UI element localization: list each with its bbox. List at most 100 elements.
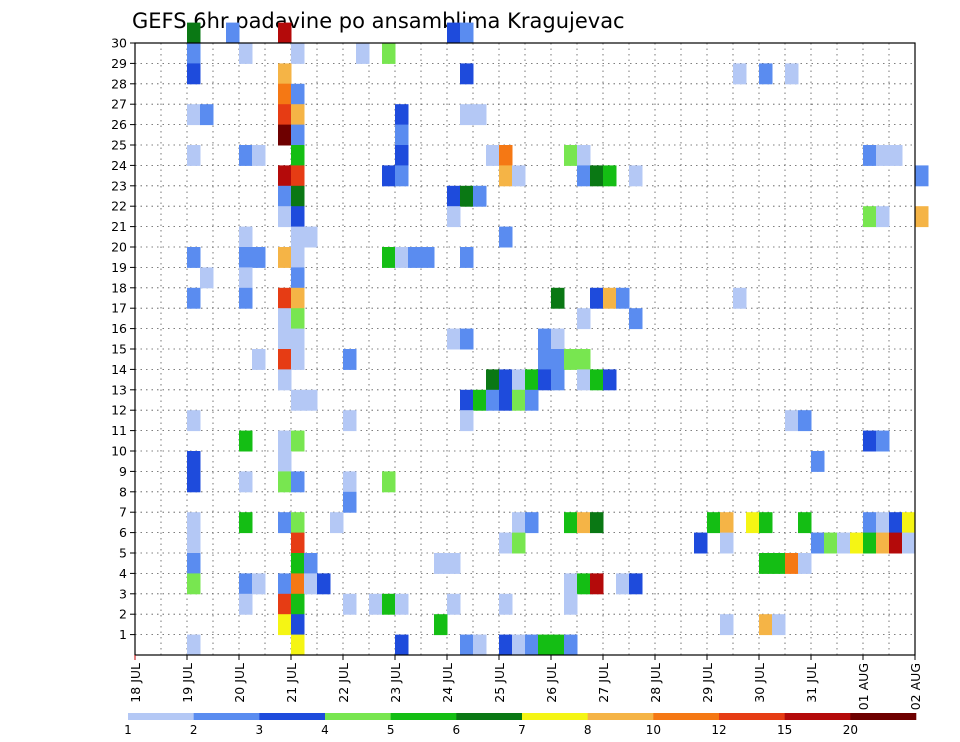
y-tick-label: 28 [111, 76, 127, 91]
y-tick-label: 2 [119, 607, 127, 622]
data-cell [278, 328, 292, 350]
data-cell [863, 206, 877, 228]
data-cell [876, 430, 890, 452]
y-tick-label: 25 [111, 138, 127, 153]
data-cell [499, 634, 513, 656]
data-cell [447, 328, 461, 350]
data-cell [278, 512, 292, 534]
y-tick-label: 13 [111, 382, 127, 397]
data-cell [486, 145, 500, 166]
y-tick-label: 18 [111, 280, 127, 295]
data-cell [551, 287, 565, 309]
data-cell [538, 369, 552, 391]
data-cell [291, 247, 305, 268]
legend-label: 15 [777, 723, 792, 737]
legend-label: 3 [256, 723, 264, 737]
data-cell [759, 614, 773, 636]
data-cell [291, 267, 305, 289]
data-cell [200, 104, 214, 126]
data-cell [330, 512, 344, 534]
data-cell [291, 287, 305, 309]
color-legend: 1 2 3 4 5 6 7 8 10 12 15 20 [124, 713, 917, 737]
data-cell [304, 573, 318, 595]
data-cell [720, 614, 734, 636]
data-cell [187, 43, 201, 64]
data-cell [499, 145, 513, 166]
data-cell [239, 43, 253, 64]
x-tick-label: 02 AUG [908, 663, 923, 710]
data-cell [278, 22, 292, 44]
data-cell [395, 165, 409, 187]
y-tick-label: 23 [111, 178, 127, 193]
data-cell [252, 573, 266, 595]
data-cell [577, 165, 591, 187]
data-cell [525, 512, 539, 534]
x-tick-label: 20 JUL [232, 663, 247, 703]
data-cell [473, 634, 487, 656]
data-cell [460, 389, 474, 411]
y-tick-label: 11 [111, 423, 127, 438]
x-tick-label: 31 JUL [804, 663, 819, 703]
data-cell [239, 430, 253, 452]
legend-swatch [390, 713, 457, 720]
data-cell [876, 532, 890, 554]
data-cell [395, 145, 409, 166]
data-cell [564, 145, 578, 166]
data-cell [616, 287, 630, 309]
data-cell [239, 145, 253, 166]
data-cell [291, 389, 305, 411]
y-tick-label: 15 [111, 342, 127, 357]
x-tick-label: 23 JUL [388, 663, 403, 703]
data-cell [239, 512, 253, 534]
data-cell [187, 634, 201, 656]
data-cell [278, 369, 292, 391]
data-cell [915, 206, 929, 228]
x-tick-label: 19 JUL [180, 663, 195, 703]
data-cell [577, 369, 591, 391]
data-cell [551, 349, 565, 370]
data-cell [239, 247, 253, 268]
data-cell [187, 532, 201, 554]
data-cell [434, 614, 448, 636]
data-cell [512, 532, 526, 554]
data-cell [499, 593, 513, 615]
y-tick-label: 26 [111, 117, 127, 132]
data-cell [291, 328, 305, 350]
data-cell [499, 165, 513, 187]
data-cell [629, 308, 643, 330]
data-cell [772, 553, 786, 574]
data-cell [473, 185, 487, 207]
data-cell [304, 389, 318, 411]
data-cell [343, 593, 357, 615]
data-cell [187, 22, 201, 44]
data-cell [590, 369, 604, 391]
data-cell [460, 63, 474, 85]
data-cell [343, 491, 357, 513]
data-cell [538, 349, 552, 370]
legend-label: 4 [321, 723, 329, 737]
data-cell [447, 206, 461, 228]
data-cell [603, 287, 617, 309]
y-tick-label: 17 [111, 301, 127, 316]
legend-swatch [850, 713, 917, 720]
data-cell [278, 206, 292, 228]
data-cell [382, 471, 396, 493]
legend-swatch [325, 713, 391, 720]
data-cell [187, 247, 201, 268]
data-cell [759, 63, 773, 85]
data-cell [278, 451, 292, 472]
data-cell [785, 63, 799, 85]
data-cell [421, 247, 435, 268]
data-cell [577, 349, 591, 370]
y-tick-label: 20 [111, 240, 127, 255]
data-cell [590, 287, 604, 309]
data-cell [291, 206, 305, 228]
data-cell [512, 165, 526, 187]
data-cell [291, 349, 305, 370]
data-cell [876, 512, 890, 534]
data-cell [720, 512, 734, 534]
y-tick-label: 9 [119, 464, 127, 479]
data-cell [395, 593, 409, 615]
y-tick-label: 12 [111, 403, 127, 418]
data-cell [187, 573, 201, 595]
